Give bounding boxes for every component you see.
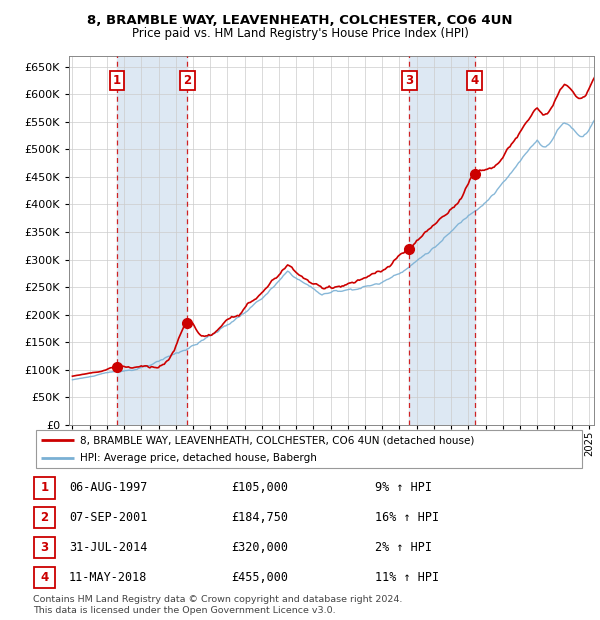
Text: 11% ↑ HPI: 11% ↑ HPI [375,571,439,583]
Text: 1: 1 [40,482,49,494]
Text: 8, BRAMBLE WAY, LEAVENHEATH, COLCHESTER, CO6 4UN (detached house): 8, BRAMBLE WAY, LEAVENHEATH, COLCHESTER,… [80,435,474,445]
Text: 8, BRAMBLE WAY, LEAVENHEATH, COLCHESTER, CO6 4UN: 8, BRAMBLE WAY, LEAVENHEATH, COLCHESTER,… [87,14,513,27]
Text: £320,000: £320,000 [231,541,288,554]
Bar [117,56,187,425]
Bar [409,56,475,425]
Text: 1: 1 [113,74,121,87]
Text: 2% ↑ HPI: 2% ↑ HPI [375,541,432,554]
Text: £455,000: £455,000 [231,571,288,583]
FancyBboxPatch shape [34,477,55,498]
Text: Contains HM Land Registry data © Crown copyright and database right 2024.: Contains HM Land Registry data © Crown c… [33,595,403,604]
Text: £184,750: £184,750 [231,512,288,524]
Text: 31-JUL-2014: 31-JUL-2014 [69,541,148,554]
Text: 16% ↑ HPI: 16% ↑ HPI [375,512,439,524]
Text: 07-SEP-2001: 07-SEP-2001 [69,512,148,524]
FancyBboxPatch shape [34,567,55,588]
Text: 4: 4 [470,74,479,87]
Text: This data is licensed under the Open Government Licence v3.0.: This data is licensed under the Open Gov… [33,606,335,616]
FancyBboxPatch shape [34,537,55,558]
FancyBboxPatch shape [36,430,582,468]
Text: 06-AUG-1997: 06-AUG-1997 [69,482,148,494]
Text: Price paid vs. HM Land Registry's House Price Index (HPI): Price paid vs. HM Land Registry's House … [131,27,469,40]
Text: 3: 3 [40,541,49,554]
Text: 3: 3 [405,74,413,87]
Text: 2: 2 [40,512,49,524]
Text: 11-MAY-2018: 11-MAY-2018 [69,571,148,583]
Text: £105,000: £105,000 [231,482,288,494]
Text: 4: 4 [40,571,49,583]
Text: 9% ↑ HPI: 9% ↑ HPI [375,482,432,494]
Text: 2: 2 [184,74,191,87]
Text: HPI: Average price, detached house, Babergh: HPI: Average price, detached house, Babe… [80,453,317,463]
FancyBboxPatch shape [34,507,55,528]
